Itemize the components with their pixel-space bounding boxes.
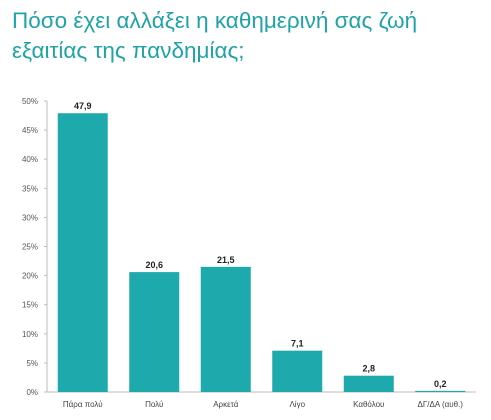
chart-axes: 0% 5% 10% 15% 20% 25% 30% 35% 40% 45% 50% (22, 97, 476, 397)
data-label: 2,8 (362, 364, 375, 374)
bar (272, 350, 323, 392)
data-label: 47,9 (74, 101, 92, 111)
bar (57, 113, 108, 393)
chart-title-line-2: εξαιτίας της πανδημίας; (12, 38, 245, 63)
bar (415, 390, 466, 392)
bar (200, 266, 251, 392)
y-tick-label: 30% (22, 213, 38, 222)
y-tick-label: 20% (22, 272, 38, 281)
bar (343, 375, 394, 392)
x-tick-label: Πάρα πολύ (63, 400, 103, 409)
x-tick-label: Καθόλου (353, 400, 384, 409)
y-tick-label: 5% (26, 359, 38, 368)
y-tick-label: 35% (22, 184, 38, 193)
x-tick-label: Αρκετά (213, 400, 239, 409)
x-tick-label: Πολύ (145, 400, 163, 409)
y-tick-label: 15% (22, 301, 38, 310)
x-tick-label: Λίγο (289, 400, 305, 409)
y-tick-label: 45% (22, 126, 38, 135)
y-tick-label: 50% (22, 97, 38, 106)
x-tick-label: ΔΓ/ΔΑ (αυθ.) (418, 400, 464, 409)
y-tick-label: 40% (22, 155, 38, 164)
data-label: 7,1 (291, 339, 304, 349)
chart-bars (57, 113, 466, 393)
y-tick-label: 10% (22, 330, 38, 339)
y-tick-label: 0% (26, 388, 38, 397)
data-label: 20,6 (145, 260, 163, 270)
chart-title-line-1: Πόσο έχει αλλάξει η καθημερινή σας ζωή (12, 8, 418, 33)
bar (129, 272, 180, 392)
data-label: 0,2 (434, 379, 447, 389)
data-label: 21,5 (217, 255, 235, 265)
chart-title: Πόσο έχει αλλάξει η καθημερινή σας ζωή ε… (12, 6, 482, 66)
y-tick-label: 25% (22, 243, 38, 252)
chart-labels: 47,9 Πάρα πολύ 20,6 Πολύ 21,5 Αρκετά 7,1 Λίγο 2,… (63, 101, 463, 409)
